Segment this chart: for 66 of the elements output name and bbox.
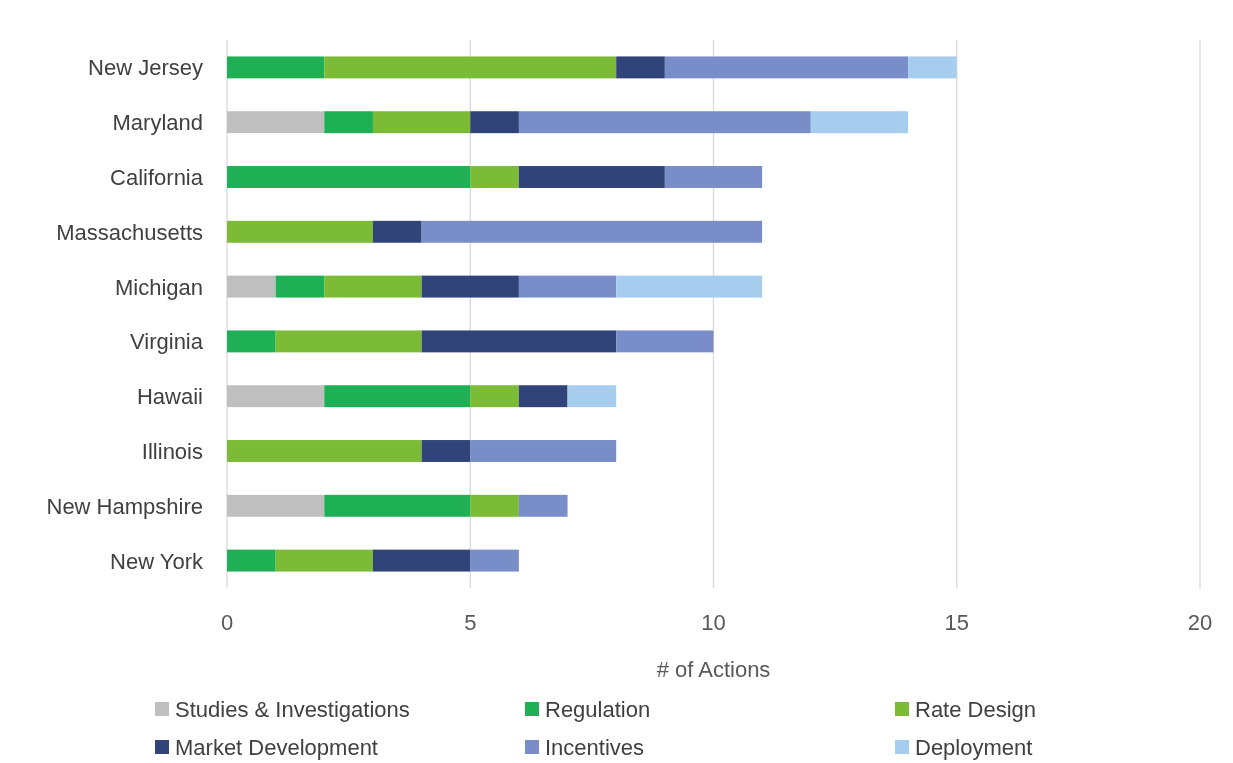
legend-label: Studies & Investigations bbox=[175, 697, 410, 722]
x-tick-label: 15 bbox=[944, 610, 969, 635]
legend-label: Incentives bbox=[545, 735, 645, 760]
legend-label: Deployment bbox=[915, 735, 1033, 760]
bar bbox=[518, 275, 617, 298]
bar bbox=[372, 111, 471, 134]
bar bbox=[664, 166, 763, 188]
bar bbox=[470, 385, 519, 408]
x-axis-title: # of Actions bbox=[656, 657, 771, 682]
bar bbox=[275, 275, 325, 298]
y-tick-label: New Jersey bbox=[88, 55, 203, 81]
bar bbox=[470, 166, 519, 188]
bar bbox=[470, 440, 617, 462]
y-tick-label: California bbox=[110, 165, 204, 190]
bar bbox=[227, 330, 276, 353]
legend-label: Rate Design bbox=[915, 697, 1037, 722]
bar bbox=[421, 330, 617, 353]
bar bbox=[324, 56, 617, 79]
bar bbox=[372, 220, 422, 243]
y-tick-label: Hawaii bbox=[136, 384, 203, 410]
legend-label: Regulation bbox=[545, 697, 651, 722]
bar bbox=[470, 494, 519, 517]
x-tick-label: 5 bbox=[464, 610, 477, 635]
bar bbox=[227, 111, 325, 134]
bar bbox=[227, 494, 325, 517]
bar bbox=[616, 275, 763, 298]
bar bbox=[227, 440, 422, 462]
bar bbox=[227, 275, 276, 298]
bar bbox=[275, 330, 422, 353]
y-tick-label: Maryland bbox=[112, 110, 203, 136]
y-tick-label: Massachusetts bbox=[56, 219, 203, 245]
bar bbox=[664, 56, 909, 79]
bar bbox=[810, 111, 909, 134]
bar bbox=[324, 494, 471, 517]
bar bbox=[518, 111, 811, 134]
bar bbox=[616, 56, 665, 79]
bar bbox=[616, 330, 714, 353]
bar bbox=[421, 275, 519, 298]
y-tick-label: New Hampshire bbox=[46, 493, 203, 519]
bar bbox=[227, 385, 325, 408]
bar bbox=[324, 111, 373, 134]
x-tick-label: 20 bbox=[1187, 610, 1213, 635]
bar bbox=[421, 220, 763, 243]
y-tick-label: Illinois bbox=[141, 439, 203, 464]
bar bbox=[275, 549, 373, 572]
bar bbox=[324, 385, 471, 408]
y-tick-label: Michigan bbox=[114, 274, 203, 300]
bar bbox=[518, 166, 665, 188]
bar bbox=[518, 385, 568, 408]
bar bbox=[372, 549, 471, 572]
x-tick-label: 0 bbox=[220, 610, 234, 635]
bar bbox=[908, 56, 957, 79]
bar bbox=[324, 275, 422, 298]
x-tick-label: 10 bbox=[701, 610, 726, 635]
bar bbox=[227, 549, 276, 572]
bar bbox=[227, 220, 373, 243]
bar bbox=[227, 166, 471, 188]
y-tick-label: Virginia bbox=[130, 329, 204, 355]
bar bbox=[518, 494, 568, 517]
bar bbox=[227, 56, 325, 79]
bar bbox=[470, 111, 519, 134]
bar bbox=[421, 440, 471, 462]
bar bbox=[470, 549, 519, 572]
legend-label: Market Development bbox=[175, 735, 378, 760]
bar bbox=[567, 385, 617, 408]
y-tick-label: New York bbox=[110, 548, 204, 574]
